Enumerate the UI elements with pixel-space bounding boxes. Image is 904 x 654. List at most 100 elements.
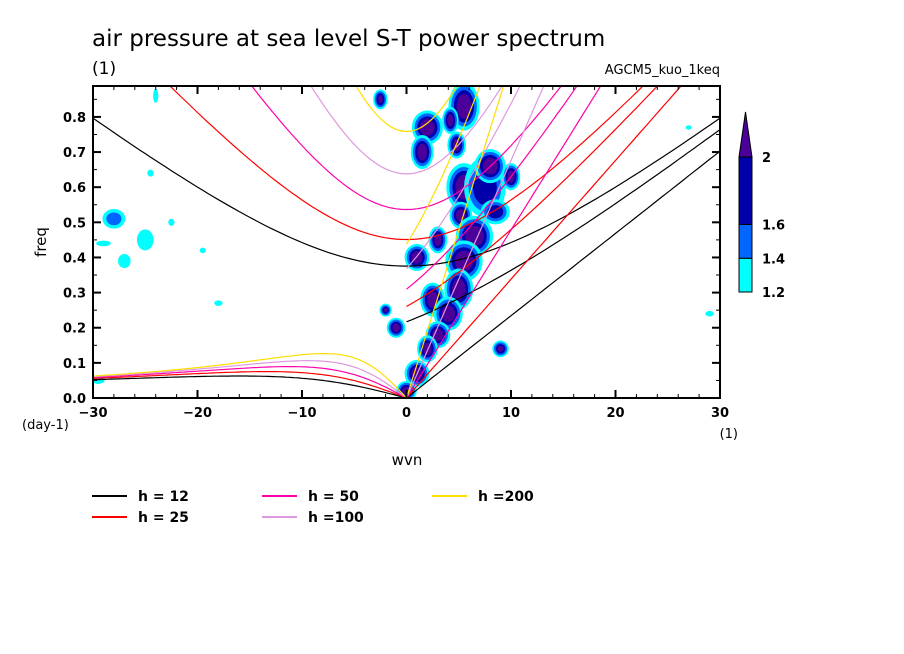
- legend-item: h = 50: [262, 489, 359, 505]
- contour-blob: [214, 300, 223, 306]
- curve-kelvin-h200: [405, 86, 505, 398]
- contour-blob: [386, 317, 406, 338]
- title-units: (1): [92, 59, 116, 79]
- legend-label: h = 12: [138, 489, 189, 505]
- curve-inertia-gravity-h12: [93, 117, 720, 267]
- curve-rossby-h50: [93, 366, 407, 398]
- contour-fill-level-3: [456, 93, 472, 119]
- legend-item: h = 25: [92, 510, 189, 526]
- contour-fill-level-0: [214, 300, 223, 306]
- colorbar: 1.2 1.4 1.6 2: [738, 111, 785, 301]
- x-tick-label: 0: [402, 406, 411, 421]
- contour-fill-level-3: [383, 308, 388, 313]
- curve-kelvin-h50: [405, 86, 602, 398]
- x-tick-label: −20: [183, 406, 212, 421]
- y-tick-label: 0.3: [63, 287, 86, 302]
- contour-fill-level-3: [420, 119, 435, 136]
- contour-blob: [153, 88, 159, 103]
- x-axis-label: wvn: [392, 451, 423, 469]
- contour-fill-level-3: [447, 114, 454, 127]
- run-label: AGCM5_kuo_1keq: [605, 63, 720, 78]
- x-axis-units: (1): [720, 427, 738, 442]
- contour-blob: [410, 135, 434, 170]
- curve-mrg-eig-h100: [406, 86, 521, 269]
- curve-rossby-h200: [93, 353, 407, 398]
- legend-item: h = 12: [92, 489, 189, 505]
- legend-label: h = 25: [138, 510, 189, 526]
- contour-fill-level-1: [106, 212, 122, 226]
- contour-fill-level-0: [705, 310, 714, 317]
- contour-fill-level-2: [487, 205, 504, 219]
- y-tick-label: 0.8: [63, 111, 86, 126]
- y-tick-label: 0.7: [63, 146, 86, 161]
- contour-fill-level-0: [136, 229, 154, 251]
- contour-blob: [705, 310, 714, 317]
- curve-mrg-eig-h12: [406, 129, 720, 323]
- contour-blob: [136, 229, 154, 251]
- colorbar-segment: [738, 257, 753, 293]
- contour-blob: [147, 169, 154, 177]
- x-tick-label: 20: [606, 406, 624, 421]
- y-tick-label: 0.6: [63, 181, 86, 196]
- legend-item: h =100: [262, 510, 364, 526]
- contour-fill-level-0: [168, 218, 175, 226]
- legend-label: h =200: [478, 489, 534, 505]
- y-tick-label: 0.5: [63, 216, 86, 231]
- contour-blob: [685, 125, 692, 130]
- contour-fill-level-0: [685, 125, 692, 130]
- y-tick-label: 0.1: [63, 357, 86, 372]
- contour-fill-level-3: [455, 209, 466, 222]
- contour-blob: [102, 209, 126, 229]
- contour-fill-level-3: [377, 95, 383, 104]
- curve-mrg-eig-h50: [406, 86, 578, 290]
- contour-blob: [373, 89, 388, 110]
- curve-rossby-h100: [93, 359, 407, 398]
- curve-kelvin-h12: [406, 150, 720, 398]
- contour-fill-level-3: [434, 233, 442, 247]
- contour-fill-level-3: [417, 143, 428, 161]
- contour-blob: [168, 218, 175, 226]
- curve-inertia-gravity-h50: [251, 86, 563, 211]
- contour-fill-level-0: [118, 253, 131, 268]
- curve-rossby-h12: [93, 375, 407, 398]
- curve-inertia-gravity-h25: [169, 86, 644, 241]
- contour-blob: [492, 340, 509, 358]
- curve-inertia-gravity-h200: [355, 86, 458, 133]
- contour-fill-level-3: [497, 345, 504, 352]
- contour-fill-level-3: [411, 251, 423, 264]
- curve-kelvin-h100: [405, 86, 545, 398]
- colorbar-label: 1.2: [762, 286, 785, 301]
- contour-blob: [199, 247, 206, 254]
- y-tick-label: 0.4: [63, 251, 86, 266]
- contour-blob: [118, 253, 131, 268]
- curve-inertia-gravity-h100: [310, 86, 503, 175]
- y-axis-units: (day-1): [22, 418, 69, 433]
- y-axis-label: freq: [32, 227, 50, 257]
- dispersion-curves: [93, 86, 720, 398]
- contour-fill-level-3: [392, 323, 400, 332]
- legend-label: h =100: [308, 510, 364, 526]
- x-tick-labels: −30 −20 −10 0 10 20 30: [79, 406, 730, 421]
- contour-fill-level-3: [451, 278, 466, 300]
- x-tick-label: 30: [711, 406, 729, 421]
- curve-mrg-eig-h200: [405, 86, 481, 245]
- contour-fill-level-0: [147, 169, 154, 177]
- contour-fill-level-0: [96, 240, 111, 247]
- colorbar-label: 1.6: [762, 219, 785, 234]
- chart-title: air pressure at sea level S-T power spec…: [92, 26, 605, 52]
- contour-fill-level-0: [153, 88, 159, 103]
- contour-fill-level-0: [199, 247, 206, 254]
- colorbar-label: 1.4: [762, 252, 785, 267]
- contour-blob: [428, 226, 448, 254]
- colorbar-label: 2: [762, 151, 771, 166]
- plot-frame: [92, 85, 721, 399]
- contour-blob: [379, 303, 392, 317]
- colorbar-segment: [738, 224, 753, 259]
- curve-mrg-eig-h25: [406, 86, 659, 308]
- shaded-contours: [93, 86, 714, 398]
- curve-rossby-h25: [93, 371, 407, 398]
- x-tick-label: −30: [79, 406, 108, 421]
- axis-ticks: [92, 86, 721, 399]
- y-tick-label: 0.0: [63, 392, 86, 407]
